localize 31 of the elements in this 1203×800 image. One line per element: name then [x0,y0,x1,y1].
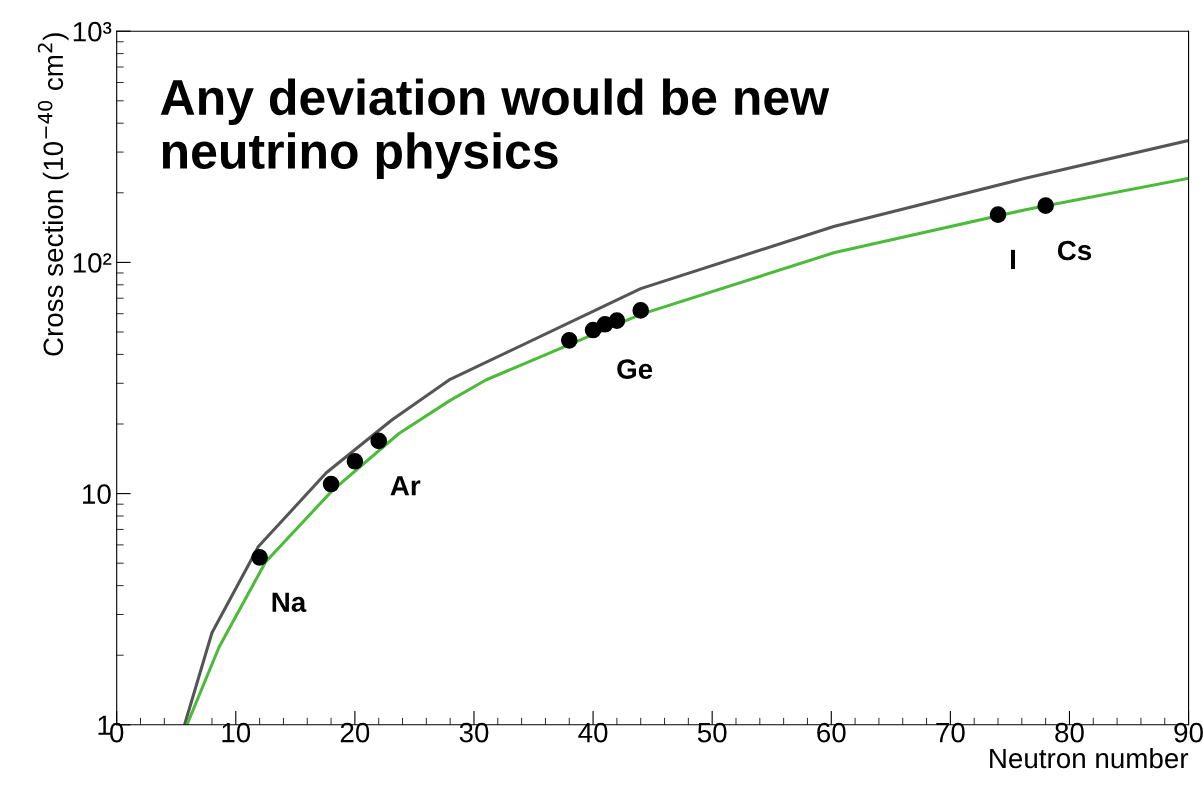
annotation: Na [272,592,307,613]
annotation: I [1010,249,1015,269]
x-tick-label: 70 [936,722,965,743]
x-tick-label: 90 [1174,722,1203,743]
point [322,475,340,493]
annotation: Ge [617,359,653,379]
y-axis-title: Cross section (10$^{−40}$ cm$^{2}$) [37,33,69,356]
x-tick-label: 10 [222,722,251,743]
x-tick-label: 20 [340,722,370,743]
annotation: Ar [390,476,421,496]
x-tick-label: 60 [817,722,846,743]
x-axis-title: Neutron number [990,747,1189,769]
point [608,312,626,329]
y-tick-label: 1 [98,715,111,735]
y-tick-label: 10 [83,484,111,504]
x-tick-label: 0 [110,722,124,743]
x-tick-label: 50 [697,722,727,743]
x-tick-label: 40 [578,722,608,743]
point [560,332,578,349]
x-tick-label: 30 [459,722,489,743]
y-tick-label: 10² [73,253,112,273]
point [251,549,268,566]
y-tick-label: 10³ [73,21,112,42]
point [346,452,364,470]
point [989,206,1007,223]
text: Any deviation would be new neutrino physics [160,78,830,179]
x-tick-label: 80 [1055,722,1084,743]
point [370,432,388,450]
point [1037,197,1054,214]
point [632,302,650,319]
annotation: Cs [1057,240,1092,261]
